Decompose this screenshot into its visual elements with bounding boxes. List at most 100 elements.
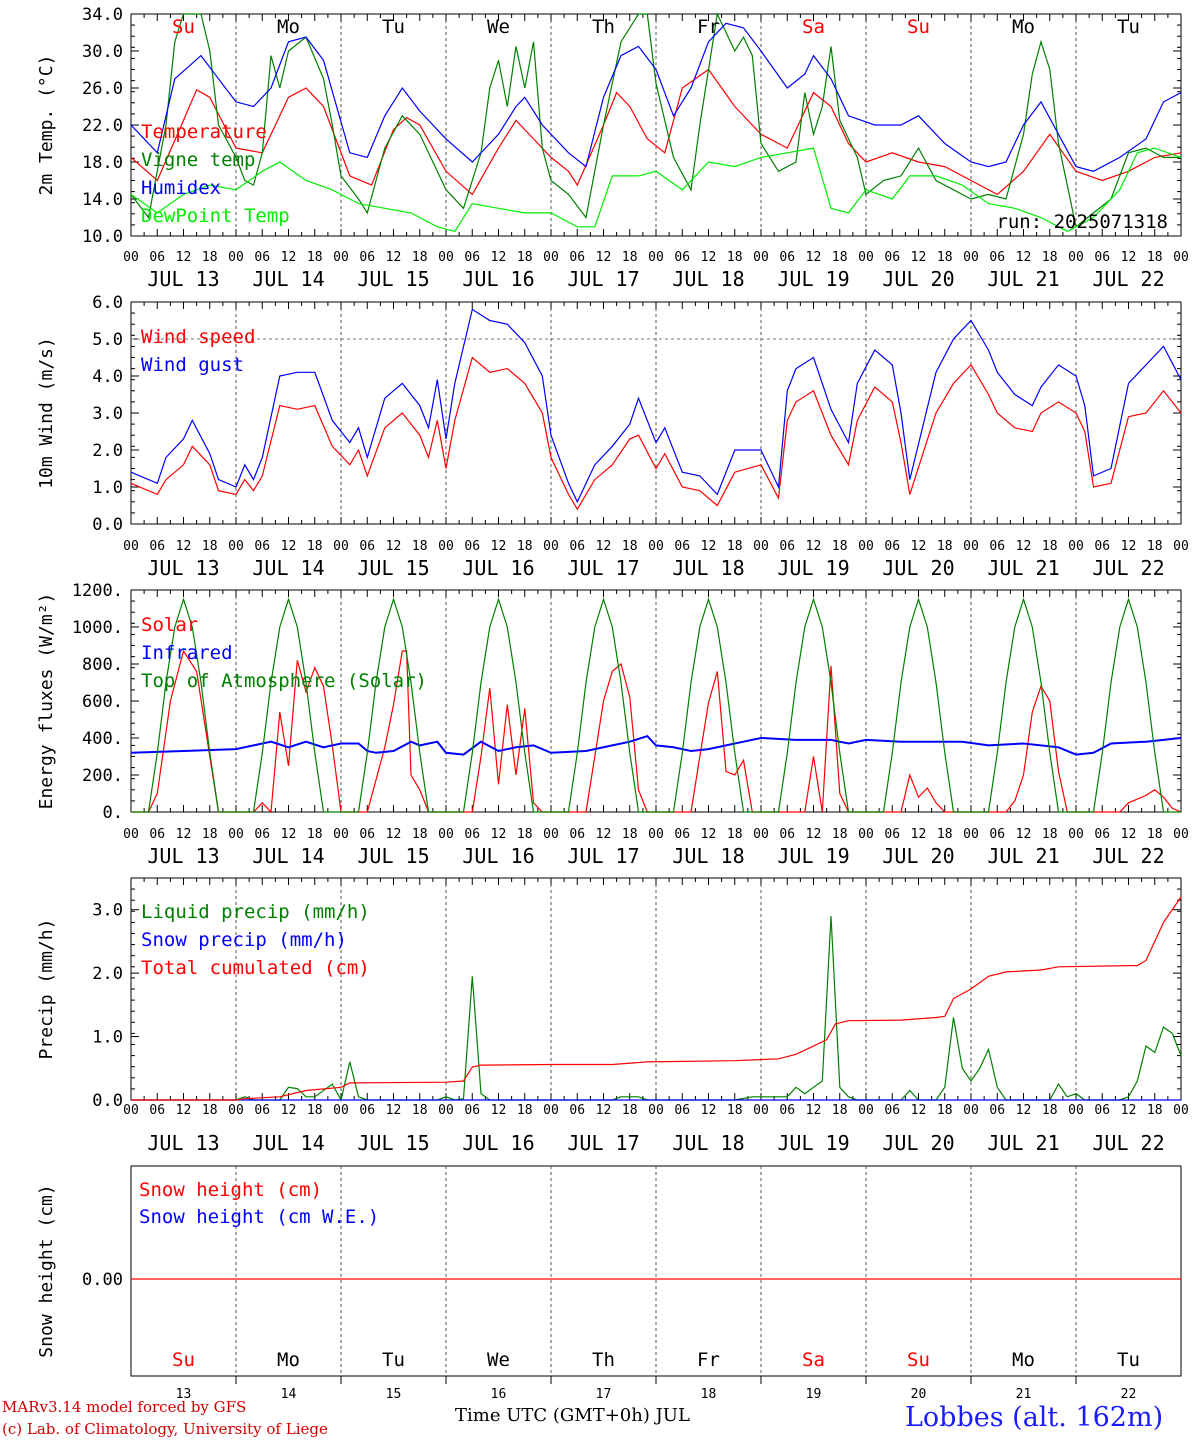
date-label: JUL 22 — [1092, 844, 1164, 868]
hour-tick-label: 18 — [517, 539, 533, 554]
hour-tick-label: 18 — [1042, 539, 1058, 554]
weekday-label: Th — [592, 16, 615, 38]
weekday-label: Tu — [382, 1349, 405, 1371]
hour-tick-label: 12 — [1016, 539, 1032, 554]
weekday-label: Su — [907, 1349, 930, 1371]
hour-tick-label: 18 — [412, 539, 428, 554]
hour-tick-label: 12 — [386, 250, 402, 265]
y-tick-label: 0.00 — [82, 1270, 123, 1290]
hour-tick-label: 18 — [937, 539, 953, 554]
date-label: JUL 18 — [672, 267, 744, 291]
hour-tick-label: 18 — [727, 1103, 743, 1118]
run-annotation: run: 2025071318 — [996, 211, 1168, 233]
lab-credit: (c) Lab. of Climatology, University of L… — [2, 1420, 328, 1438]
date-label: JUL 18 — [672, 1131, 744, 1155]
y-tick-label: 2.0 — [92, 441, 123, 461]
hour-tick-label: 00 — [333, 827, 349, 842]
hour-tick-label: 00 — [858, 539, 874, 554]
hour-tick-label: 00 — [1068, 539, 1084, 554]
hour-tick-label: 00 — [753, 250, 769, 265]
hour-tick-label: 00 — [543, 827, 559, 842]
series-line-temperature — [130, 68, 1182, 196]
y-tick-label: 34.0 — [82, 5, 123, 25]
day-number-label: 19 — [806, 1387, 822, 1402]
hour-tick-label: 06 — [779, 250, 795, 265]
legend-entry: Humidex — [141, 177, 221, 199]
hour-tick-label: 06 — [674, 250, 690, 265]
y-tick-label: 1.0 — [92, 478, 123, 498]
hour-tick-label: 00 — [1173, 250, 1189, 265]
hour-tick-label: 06 — [569, 250, 585, 265]
hour-tick-label: 00 — [648, 1103, 664, 1118]
hour-tick-label: 00 — [858, 827, 874, 842]
y-tick-label: 200. — [82, 766, 123, 786]
hour-tick-label: 18 — [727, 827, 743, 842]
weekday-label: Tu — [382, 16, 405, 38]
day-number-label: 18 — [701, 1387, 717, 1402]
hour-tick-label: 12 — [491, 827, 507, 842]
hour-tick-label: 12 — [701, 250, 717, 265]
date-label: JUL 14 — [252, 267, 324, 291]
hour-tick-label: 18 — [1042, 1103, 1058, 1118]
y-tick-label: 22.0 — [82, 116, 123, 136]
hour-tick-label: 00 — [543, 539, 559, 554]
date-label: JUL 17 — [567, 1131, 639, 1155]
y-tick-label: 5.0 — [92, 330, 123, 350]
hour-tick-label: 00 — [753, 827, 769, 842]
y-tick-label: 14.0 — [82, 190, 123, 210]
hour-tick-label: 00 — [1173, 827, 1189, 842]
hour-tick-label: 06 — [779, 1103, 795, 1118]
hour-tick-label: 06 — [149, 250, 165, 265]
hour-tick-label: 00 — [438, 827, 454, 842]
y-tick-label: 0. — [103, 803, 123, 823]
hour-tick-label: 12 — [386, 1103, 402, 1118]
hour-tick-label: 18 — [1147, 1103, 1163, 1118]
hour-tick-label: 06 — [569, 827, 585, 842]
legend-entry: Snow height (cm) — [139, 1179, 322, 1201]
weekday-label: Mo — [277, 16, 300, 38]
date-label: JUL 16 — [462, 1131, 534, 1155]
weekday-label: Tu — [1117, 1349, 1140, 1371]
date-label: JUL 19 — [777, 556, 849, 580]
hour-tick-label: 00 — [963, 1103, 979, 1118]
weekday-label: We — [487, 16, 510, 38]
hour-tick-label: 06 — [1094, 250, 1110, 265]
hour-tick-label: 06 — [569, 539, 585, 554]
hour-tick-label: 12 — [911, 1103, 927, 1118]
y-tick-label: 10.0 — [82, 227, 123, 247]
hour-tick-label: 06 — [989, 1103, 1005, 1118]
y-tick-label: 2.0 — [92, 964, 123, 984]
date-label: JUL 13 — [147, 844, 219, 868]
legend-entry: Liquid precip (mm/h) — [141, 901, 370, 923]
weekday-label: Fr — [697, 16, 720, 38]
date-label: JUL 21 — [987, 267, 1059, 291]
date-label: JUL 16 — [462, 844, 534, 868]
hour-tick-label: 18 — [517, 250, 533, 265]
hour-tick-label: 12 — [1016, 250, 1032, 265]
hour-tick-label: 18 — [412, 1103, 428, 1118]
hour-tick-label: 12 — [386, 827, 402, 842]
date-label: JUL 16 — [462, 556, 534, 580]
hour-tick-label: 12 — [386, 539, 402, 554]
hour-tick-label: 18 — [307, 827, 323, 842]
date-label: JUL 20 — [882, 556, 954, 580]
hour-tick-label: 06 — [464, 827, 480, 842]
hour-tick-label: 00 — [1068, 250, 1084, 265]
date-label: JUL 18 — [672, 556, 744, 580]
hour-tick-label: 06 — [884, 1103, 900, 1118]
hour-tick-label: 12 — [1121, 1103, 1137, 1118]
legend-entry: Top of Atmosphere (Solar) — [141, 670, 427, 692]
hour-tick-label: 00 — [963, 539, 979, 554]
day-number-label: 13 — [176, 1387, 192, 1402]
legend-entry: Wind speed — [141, 326, 255, 348]
hour-tick-label: 06 — [1094, 827, 1110, 842]
hour-tick-label: 00 — [648, 250, 664, 265]
hour-tick-label: 12 — [596, 1103, 612, 1118]
hour-tick-label: 18 — [937, 827, 953, 842]
hour-tick-label: 00 — [228, 539, 244, 554]
legend-entry: Solar — [141, 614, 198, 636]
time-axis-label: Time UTC (GMT+0h) JUL — [455, 1405, 690, 1426]
hour-tick-label: 12 — [176, 1103, 192, 1118]
hour-tick-label: 18 — [412, 250, 428, 265]
hour-tick-label: 12 — [491, 250, 507, 265]
